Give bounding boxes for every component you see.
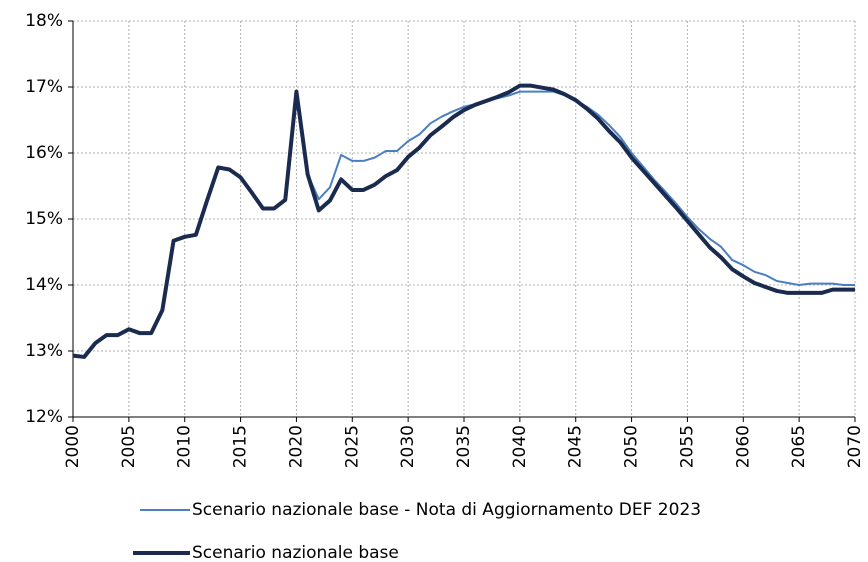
x-tick-label: 2060	[733, 425, 753, 468]
x-tick-label: 2010	[175, 425, 195, 468]
x-tick-label: 2015	[231, 425, 251, 468]
legend-label: Scenario nazionale base - Nota di Aggior…	[192, 500, 701, 520]
x-tick-label: 2040	[510, 425, 530, 468]
x-tick-label: 2000	[63, 425, 83, 468]
y-tick-label: 12%	[25, 407, 63, 427]
series-line	[72, 83, 855, 359]
x-tick-label: 2030	[398, 425, 418, 468]
y-tick-label: 17%	[25, 77, 63, 97]
x-tick-label: 2035	[454, 425, 474, 468]
y-tick-label: 16%	[25, 143, 63, 163]
y-tick-label: 13%	[25, 341, 63, 361]
x-tick-label: 2055	[677, 425, 697, 468]
y-tick-label: 14%	[25, 275, 63, 295]
x-tick-label: 2025	[342, 425, 362, 468]
x-tick-label: 2050	[622, 425, 642, 468]
x-tick-label: 2045	[566, 425, 586, 468]
y-tick-label: 15%	[25, 209, 63, 229]
x-tick-label: 2070	[845, 425, 865, 468]
legend-label: Scenario nazionale base	[192, 543, 399, 562]
y-tick-label: 18%	[25, 11, 63, 31]
x-tick-label: 2020	[286, 425, 306, 468]
x-tick-label: 2005	[119, 425, 139, 468]
x-tick-label: 2065	[789, 425, 809, 468]
